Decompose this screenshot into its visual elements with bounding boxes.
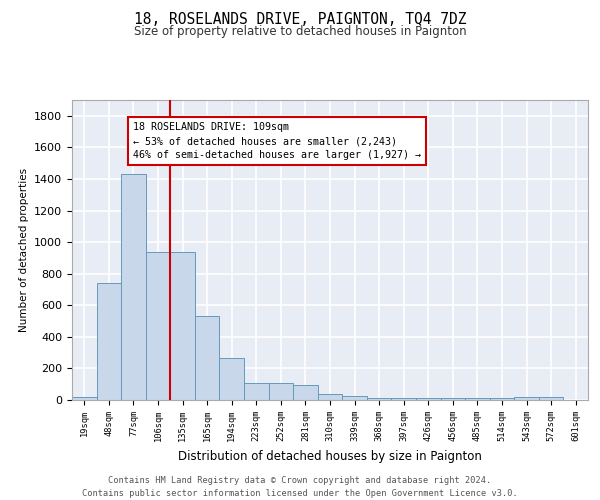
Bar (539, 397, 563, 400)
X-axis label: Distribution of detached houses by size in Paignton: Distribution of detached houses by size … (178, 450, 482, 462)
Bar (269, 382, 293, 400)
Bar (367, 398, 391, 400)
Bar (490, 398, 514, 400)
Bar (72, 397, 97, 400)
Text: 18, ROSELANDS DRIVE, PAIGNTON, TQ4 7DZ: 18, ROSELANDS DRIVE, PAIGNTON, TQ4 7DZ (134, 12, 466, 28)
Bar (342, 396, 367, 400)
Bar (121, 174, 146, 400)
Bar (293, 385, 318, 400)
Bar (391, 398, 416, 400)
Text: 18 ROSELANDS DRIVE: 109sqm
← 53% of detached houses are smaller (2,243)
46% of s: 18 ROSELANDS DRIVE: 109sqm ← 53% of deta… (133, 122, 421, 160)
Bar (220, 358, 244, 400)
Text: Contains HM Land Registry data © Crown copyright and database right 2024.
Contai: Contains HM Land Registry data © Crown c… (82, 476, 518, 498)
Text: Size of property relative to detached houses in Paignton: Size of property relative to detached ho… (134, 25, 466, 38)
Bar (440, 398, 465, 400)
Bar (195, 316, 220, 400)
Bar (514, 397, 539, 400)
Bar (170, 252, 195, 400)
Bar (97, 283, 121, 400)
Bar (244, 382, 269, 400)
Bar (465, 398, 490, 400)
Bar (416, 398, 440, 400)
Bar (146, 252, 170, 400)
Y-axis label: Number of detached properties: Number of detached properties (19, 168, 29, 332)
Bar (318, 394, 342, 400)
